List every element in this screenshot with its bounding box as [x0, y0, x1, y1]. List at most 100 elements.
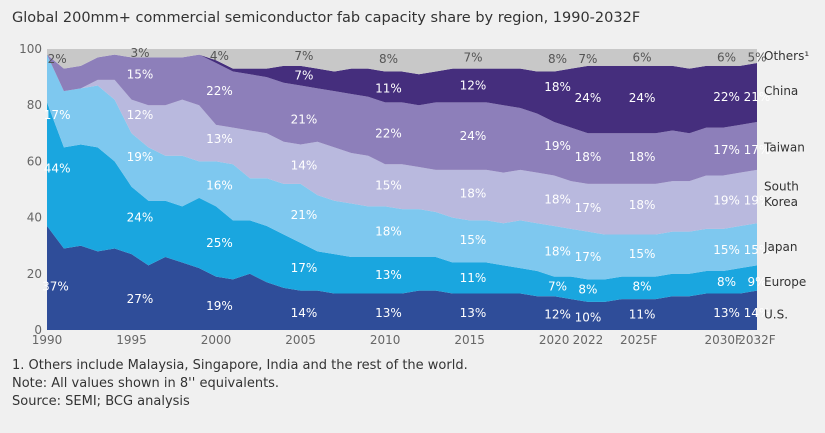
data-label-japan: 21% — [291, 208, 318, 222]
data-label-others: 8% — [379, 52, 398, 66]
data-label-taiwan: 24% — [460, 129, 487, 143]
data-labels: 37% 27% 19% 14% 13% 13% 12% 10% 11% 13% 14% 44% 24% 2… — [42, 46, 770, 324]
x-tick-label: 2032F — [738, 333, 776, 347]
data-label-u-s: 37% — [42, 279, 69, 293]
data-label-japan: 15% — [713, 243, 740, 257]
y-tick-label: 60 — [27, 154, 42, 168]
data-label-others: 6% — [633, 50, 652, 64]
data-label-taiwan: 19% — [544, 139, 571, 153]
data-label-china: 24% — [575, 91, 602, 105]
data-label-europe: 8% — [578, 282, 597, 296]
data-label-south-korea: 19% — [744, 194, 771, 208]
data-label-japan: 15% — [629, 247, 656, 261]
x-tick-label: 2015 — [454, 333, 485, 347]
data-label-europe: 17% — [291, 261, 318, 275]
data-label-japan: 18% — [375, 225, 402, 239]
area-u-s — [47, 226, 757, 330]
x-tick-label: 2010 — [370, 333, 401, 347]
data-label-south-korea: 18% — [629, 198, 656, 212]
area-taiwan — [47, 54, 757, 184]
data-label-europe: 25% — [206, 236, 233, 250]
x-axis: 1990 1995 2000 2005 2010 2015 2020 2022 2025F 203… — [32, 333, 776, 347]
legend-taiwan: Taiwan — [763, 140, 805, 154]
data-label-others: 7% — [294, 49, 313, 63]
data-label-europe: 24% — [127, 211, 154, 225]
y-tick-label: 80 — [27, 98, 42, 112]
data-label-south-korea: 19% — [713, 194, 740, 208]
x-tick-label: 1995 — [116, 333, 147, 347]
x-tick-label: 2005 — [285, 333, 316, 347]
data-label-south-korea: 15% — [375, 178, 402, 192]
data-label-others: 7% — [578, 52, 597, 66]
data-label-china: 12% — [460, 79, 487, 93]
data-label-taiwan: 22% — [375, 126, 402, 140]
data-label-south-korea: 14% — [291, 159, 318, 173]
data-label-taiwan: 21% — [291, 112, 318, 126]
x-tick-label: 2000 — [201, 333, 232, 347]
area-others — [47, 49, 757, 75]
data-label-europe: 13% — [375, 268, 402, 282]
legend-europe: Europe — [764, 275, 806, 289]
data-label-europe: 8% — [633, 279, 652, 293]
data-label-europe: 11% — [460, 271, 487, 285]
data-label-japan: 15% — [460, 233, 487, 247]
data-label-south-korea: 13% — [206, 132, 233, 146]
data-label-europe: 8% — [717, 275, 736, 289]
area-china — [47, 54, 757, 134]
data-label-u-s: 13% — [460, 306, 487, 320]
data-label-japan: 19% — [127, 150, 154, 164]
data-label-u-s: 14% — [744, 306, 771, 320]
footnote-others: 1. Others include Malaysia, Singapore, I… — [12, 358, 468, 373]
data-label-china: 11% — [375, 81, 402, 95]
data-label-u-s: 14% — [291, 306, 318, 320]
data-label-others: 8% — [548, 52, 567, 66]
x-tick-label: 2030F — [704, 333, 742, 347]
data-label-u-s: 10% — [575, 310, 602, 324]
data-label-taiwan: 18% — [629, 150, 656, 164]
data-label-china: 24% — [629, 91, 656, 105]
data-label-u-s: 13% — [713, 306, 740, 320]
data-label-taiwan: 22% — [206, 84, 233, 98]
data-label-taiwan: 17% — [744, 143, 771, 157]
footnotes: 1. Others include Malaysia, Singapore, I… — [12, 357, 468, 411]
data-label-south-korea: 18% — [460, 187, 487, 201]
x-tick-label: 2022 — [573, 333, 604, 347]
area-japan — [47, 54, 757, 280]
data-label-south-korea: 18% — [544, 192, 571, 206]
chart-title: Global 200mm+ commercial semiconductor f… — [12, 10, 641, 26]
data-label-u-s: 27% — [127, 292, 154, 306]
legend-japan: Japan — [763, 240, 797, 254]
data-label-taiwan: 15% — [127, 67, 154, 81]
data-label-japan: 18% — [544, 244, 571, 258]
data-label-taiwan: 17% — [713, 143, 740, 157]
legend-korea: Korea — [764, 195, 798, 209]
data-label-others: 6% — [717, 50, 736, 64]
data-label-u-s: 19% — [206, 299, 233, 313]
data-label-japan: 16% — [206, 178, 233, 192]
y-tick-label: 20 — [27, 267, 42, 281]
data-label-others: 4% — [210, 49, 229, 63]
y-tick-label: 100 — [19, 42, 42, 56]
y-tick-label: 40 — [27, 211, 42, 225]
data-label-japan: 15% — [744, 243, 771, 257]
data-label-japan: 17% — [44, 108, 71, 122]
data-label-u-s: 11% — [629, 308, 656, 322]
legend-others: Others¹ — [764, 49, 809, 63]
data-label-europe: 44% — [44, 161, 71, 175]
area-series-group — [47, 49, 757, 330]
data-label-u-s: 13% — [375, 306, 402, 320]
x-tick-label: 1990 — [32, 333, 63, 347]
data-label-others: 5% — [747, 50, 766, 64]
data-label-south-korea: 12% — [127, 108, 154, 122]
data-label-taiwan: 18% — [575, 150, 602, 164]
x-tick-label: 2025F — [620, 333, 658, 347]
source-line: Source: SEMI; BCG analysis — [12, 394, 190, 409]
x-tick-label: 2020 — [539, 333, 570, 347]
data-label-europe: 9% — [747, 275, 766, 289]
y-tick-label: 0 — [34, 323, 42, 337]
legend-china: China — [764, 84, 798, 98]
data-label-china: 18% — [544, 80, 571, 94]
data-label-china: 7% — [294, 69, 313, 83]
